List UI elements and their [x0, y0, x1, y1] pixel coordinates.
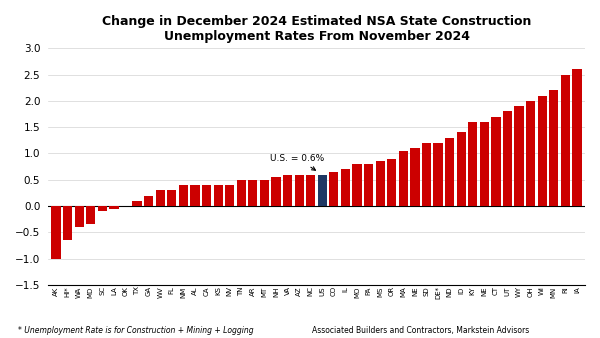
Bar: [52, 206, 61, 259]
Bar: [560, 75, 570, 206]
Bar: [479, 122, 489, 206]
Bar: [410, 148, 419, 206]
Bar: [503, 112, 512, 206]
Bar: [98, 206, 107, 211]
Bar: [341, 169, 350, 206]
Text: Associated Builders and Contractors, Markstein Advisors: Associated Builders and Contractors, Mar…: [312, 325, 529, 335]
Bar: [63, 206, 73, 240]
Bar: [329, 172, 338, 206]
Bar: [283, 174, 292, 206]
Bar: [202, 185, 211, 206]
Text: * Unemployment Rate is for Construction + Mining + Logging: * Unemployment Rate is for Construction …: [18, 325, 254, 335]
Bar: [376, 161, 385, 206]
Text: U.S. = 0.6%: U.S. = 0.6%: [270, 154, 325, 170]
Bar: [387, 159, 397, 206]
Bar: [74, 206, 84, 227]
Bar: [549, 90, 559, 206]
Bar: [155, 190, 165, 206]
Bar: [398, 151, 408, 206]
Bar: [260, 180, 269, 206]
Bar: [109, 206, 119, 209]
Bar: [317, 174, 327, 206]
Bar: [167, 190, 176, 206]
Bar: [352, 164, 362, 206]
Bar: [422, 143, 431, 206]
Bar: [526, 101, 535, 206]
Bar: [133, 201, 142, 206]
Bar: [225, 185, 235, 206]
Bar: [236, 180, 246, 206]
Bar: [364, 164, 373, 206]
Bar: [248, 180, 257, 206]
Bar: [271, 177, 281, 206]
Bar: [144, 196, 154, 206]
Bar: [179, 185, 188, 206]
Bar: [572, 69, 581, 206]
Title: Change in December 2024 Estimated NSA State Construction
Unemployment Rates From: Change in December 2024 Estimated NSA St…: [102, 15, 531, 43]
Bar: [457, 132, 466, 206]
Bar: [514, 106, 524, 206]
Bar: [433, 143, 443, 206]
Bar: [306, 174, 316, 206]
Bar: [214, 185, 223, 206]
Bar: [295, 174, 304, 206]
Bar: [445, 138, 454, 206]
Bar: [190, 185, 200, 206]
Bar: [491, 117, 500, 206]
Bar: [86, 206, 95, 224]
Bar: [538, 96, 547, 206]
Bar: [468, 122, 478, 206]
